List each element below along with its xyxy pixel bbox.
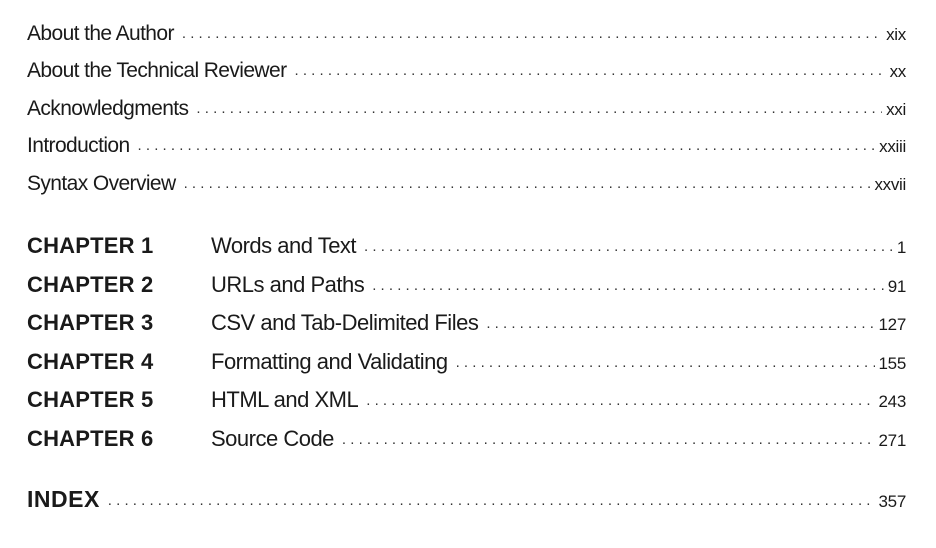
page-number: xx xyxy=(889,62,907,82)
chapter-title: HTML and XML xyxy=(211,387,359,413)
page-number: 357 xyxy=(878,491,907,511)
toc-entry-syntax-overview[interactable]: Syntax Overview xxvii xyxy=(27,172,906,209)
dot-leader xyxy=(372,277,883,294)
entry-title: About the Author xyxy=(27,22,174,45)
page-number: 243 xyxy=(878,392,907,412)
toc-entry-index[interactable]: INDEX 357 xyxy=(27,486,906,525)
page-number: xix xyxy=(886,25,906,44)
page-number: xxiii xyxy=(879,137,906,157)
dot-leader xyxy=(366,392,874,409)
dot-leader xyxy=(364,238,893,255)
toc-entry-introduction[interactable]: Introduction xxiii xyxy=(27,134,906,171)
toc-entry-chapter-4[interactable]: CHAPTER 4 Formatting and Validating 155 xyxy=(27,349,906,388)
entry-title: Acknowledgments xyxy=(27,96,189,120)
page-number: 1 xyxy=(896,237,906,257)
dot-leader xyxy=(108,492,875,509)
toc-entry-technical-reviewer[interactable]: About the Technical Reviewer xx xyxy=(27,59,906,96)
chapter-title: CSV and Tab-Delimited Files xyxy=(211,310,479,336)
dot-leader xyxy=(138,137,876,154)
page-number: xxi xyxy=(886,99,906,119)
dot-leader xyxy=(182,25,882,42)
table-of-contents: About the Author xix About the Technical… xyxy=(27,22,906,524)
index-label: INDEX xyxy=(27,485,100,512)
dot-leader xyxy=(294,62,885,79)
entry-title: Introduction xyxy=(27,134,130,158)
toc-entry-chapter-5[interactable]: CHAPTER 5 HTML and XML 243 xyxy=(27,387,906,426)
toc-entry-about-author[interactable]: About the Author xix xyxy=(27,22,906,59)
toc-entry-chapter-1[interactable]: CHAPTER 1 Words and Text 1 xyxy=(27,233,906,272)
dot-leader xyxy=(196,100,882,117)
dot-leader xyxy=(456,354,875,371)
chapter-label: CHAPTER 2 xyxy=(27,271,154,297)
chapter-title: URLs and Paths xyxy=(211,271,365,297)
chapter-title: Source Code xyxy=(211,425,334,451)
dot-leader xyxy=(184,175,871,192)
dot-leader xyxy=(486,315,874,332)
page-number: 91 xyxy=(887,276,907,296)
chapter-title: Words and Text xyxy=(211,232,357,258)
entry-title: About the Technical Reviewer xyxy=(27,59,287,83)
chapter-label: CHAPTER 3 xyxy=(27,310,154,336)
page-number: xxvii xyxy=(874,174,906,194)
chapter-label: CHAPTER 5 xyxy=(27,387,154,413)
toc-entry-chapter-6[interactable]: CHAPTER 6 Source Code 271 xyxy=(27,426,906,465)
chapter-label: CHAPTER 4 xyxy=(27,348,154,374)
toc-entry-chapter-3[interactable]: CHAPTER 3 CSV and Tab-Delimited Files 12… xyxy=(27,310,906,349)
front-matter-list: About the Author xix About the Technical… xyxy=(27,22,906,209)
entry-title: Syntax Overview xyxy=(27,171,176,195)
page-number: 155 xyxy=(878,353,907,373)
index-section: INDEX 357 xyxy=(27,486,906,525)
page-number: 127 xyxy=(878,315,907,335)
page-number: 271 xyxy=(878,430,907,450)
toc-entry-acknowledgments[interactable]: Acknowledgments xxi xyxy=(27,97,906,134)
chapters-list: CHAPTER 1 Words and Text 1 CHAPTER 2 URL… xyxy=(27,233,906,465)
toc-entry-chapter-2[interactable]: CHAPTER 2 URLs and Paths 91 xyxy=(27,272,906,311)
chapter-label: CHAPTER 1 xyxy=(27,232,154,258)
dot-leader xyxy=(342,431,875,448)
chapter-title: Formatting and Validating xyxy=(211,348,448,374)
chapter-label: CHAPTER 6 xyxy=(27,425,154,451)
